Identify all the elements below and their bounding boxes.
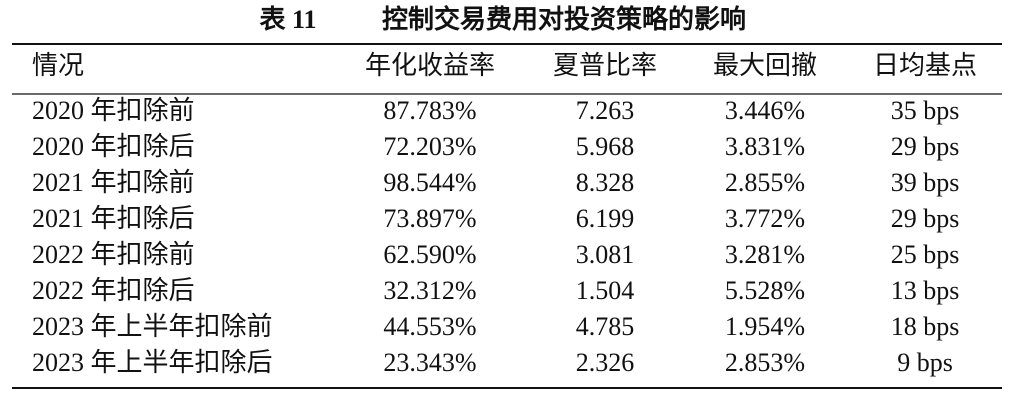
table-cell: 8.328 — [576, 168, 635, 197]
table-cell: 1.954% — [725, 312, 805, 341]
table-cell: 2.853% — [725, 348, 805, 377]
table-cell: 23.343% — [383, 348, 476, 377]
header-cell: 情况 — [32, 51, 84, 80]
row-label: 2020 年扣除后 — [32, 132, 195, 161]
header-cell: 年化收益率 — [365, 51, 495, 80]
table-cell: 4.785 — [576, 312, 635, 341]
row-label: 2023 年上半年扣除前 — [32, 312, 273, 341]
table-cell: 72.203% — [383, 132, 476, 161]
table-cell: 29 bps — [891, 204, 960, 233]
table-cell: 6.199 — [576, 204, 635, 233]
header-cell: 最大回撤 — [713, 51, 817, 80]
table-cell: 13 bps — [891, 276, 960, 305]
table-cell: 1.504 — [576, 276, 635, 305]
table-cell: 32.312% — [383, 276, 476, 305]
table-cell: 9 bps — [897, 348, 953, 377]
row-label: 2021 年扣除前 — [32, 168, 195, 197]
table-cell: 25 bps — [891, 240, 960, 269]
table-cell: 39 bps — [891, 168, 960, 197]
row-label: 2022 年扣除前 — [32, 240, 195, 269]
caption-label: 表 11 — [259, 5, 316, 34]
table-cell: 5.968 — [576, 132, 635, 161]
table-cell: 73.897% — [383, 204, 476, 233]
table-cell: 29 bps — [891, 132, 960, 161]
caption-title: 控制交易费用对投资策略的影响 — [382, 4, 746, 34]
row-label: 2021 年扣除后 — [32, 204, 195, 233]
table-cell: 5.528% — [725, 276, 805, 305]
row-label: 2020 年扣除前 — [32, 96, 195, 125]
table-cell: 2.326 — [576, 348, 635, 377]
table-cell: 3.446% — [725, 96, 805, 125]
table-cell: 62.590% — [383, 240, 476, 269]
table-cell: 7.263 — [576, 96, 635, 125]
table-cell: 3.831% — [725, 132, 805, 161]
table-cell: 3.281% — [725, 240, 805, 269]
row-label: 2023 年上半年扣除后 — [32, 348, 273, 377]
table-cell: 3.081 — [576, 240, 635, 269]
row-label: 2022 年扣除后 — [32, 276, 195, 305]
table-cell: 18 bps — [891, 312, 960, 341]
table-cell: 44.553% — [383, 312, 476, 341]
table-cell: 98.544% — [383, 168, 476, 197]
table-cell: 35 bps — [891, 96, 960, 125]
header-cell: 夏普比率 — [553, 51, 657, 80]
table-cell: 87.783% — [383, 96, 476, 125]
table-cell: 2.855% — [725, 168, 805, 197]
header-cell: 日均基点 — [873, 51, 977, 80]
table-cell: 3.772% — [725, 204, 805, 233]
